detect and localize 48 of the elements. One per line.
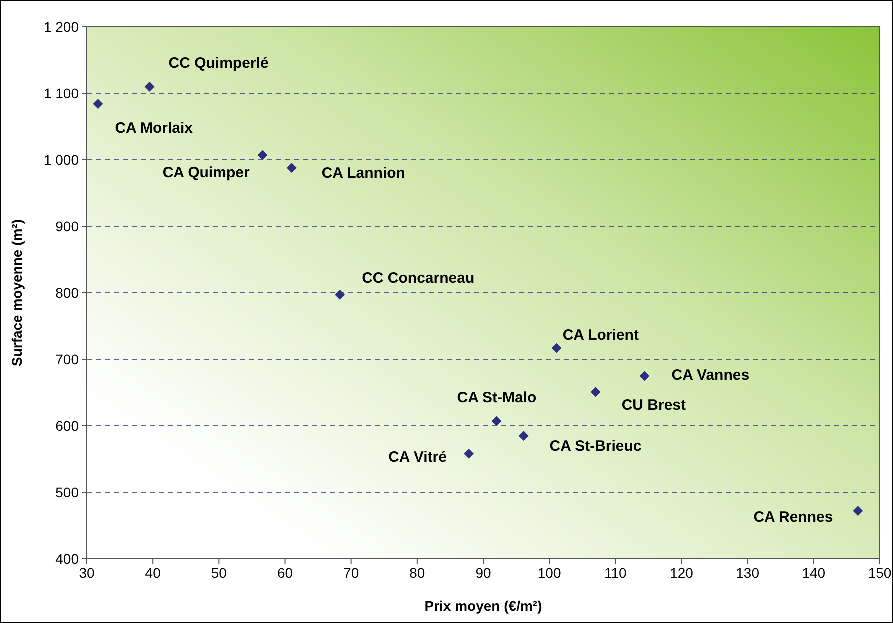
annotation: CA St-Malo (457, 389, 537, 406)
y-tick-label: 1 100 (44, 86, 80, 102)
point (640, 371, 650, 382)
x-tick-label: 110 (604, 565, 628, 581)
x-tick-label: 50 (211, 565, 228, 581)
annotation: CA St-Brieuc (550, 438, 642, 455)
point (590, 387, 601, 398)
y-tick-label: 600 (56, 418, 80, 434)
point (258, 150, 268, 160)
annotation: CC Concarneau (362, 270, 475, 287)
annotation: CA Morlaix (115, 120, 194, 138)
point (552, 343, 562, 354)
x-tick-label: 30 (79, 565, 95, 581)
y-tick-label: 800 (56, 285, 80, 301)
x-tick-label: 140 (802, 565, 826, 581)
point (335, 290, 346, 300)
y-axis-title: Surface moyenne (m²) (9, 219, 25, 367)
y-tick-label: 400 (56, 551, 80, 567)
point (492, 416, 502, 426)
point (464, 448, 474, 459)
annotation: CU Brest (622, 397, 686, 414)
point (518, 430, 529, 441)
x-tick-label: 120 (670, 565, 694, 581)
annotation: CA Quimper (162, 164, 250, 182)
x-tick-label: 70 (344, 565, 360, 581)
point (144, 82, 155, 92)
x-tick-label: 100 (538, 565, 562, 581)
x-tick-label: 150 (868, 565, 892, 581)
y-tick-label: 1 200 (44, 19, 80, 35)
point (853, 506, 864, 516)
annotation: CA Vannes (672, 367, 750, 384)
x-tick-label: 90 (476, 565, 492, 581)
point (286, 162, 297, 173)
x-tick-label: 130 (736, 565, 760, 581)
x-tick-label: 80 (410, 565, 426, 581)
y-tick-label: 700 (56, 352, 80, 368)
y-tick-label: 900 (56, 218, 80, 234)
annotation: CC Quimperlé (168, 54, 269, 72)
annotation: CA Lorient (562, 327, 639, 344)
annotation: CA Lannion (322, 164, 406, 182)
annotation: CA Vitré (388, 448, 447, 466)
point (93, 99, 104, 110)
annotation: CA Rennes (754, 509, 834, 526)
x-axis-title: Prix moyen (€/m²) (424, 598, 542, 614)
y-tick-label: 500 (56, 484, 80, 500)
x-tick-label: 40 (145, 565, 162, 581)
y-tick-label: 1 000 (44, 152, 80, 168)
x-tick-label: 60 (277, 565, 294, 581)
